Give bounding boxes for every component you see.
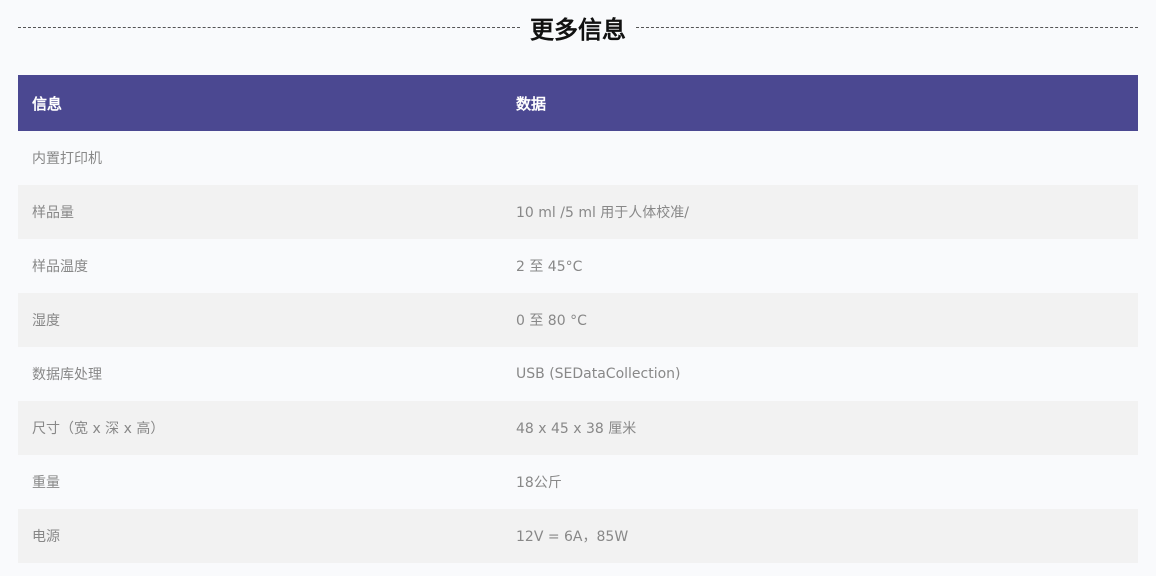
info-cell: 湿度 [32,313,60,329]
table-row: 样品温度 2 至 45°C [18,239,1138,293]
data-cell: 18公斤 [516,475,562,491]
table-row: 湿度 0 至 80 °C [18,293,1138,347]
data-cell: 10 ml /5 ml 用于人体校准/ [516,205,690,221]
section-header: 更多信息 [18,10,1138,44]
data-cell: 0 至 80 °C [516,313,587,329]
data-cell: 2 至 45°C [516,259,583,275]
divider-right [636,26,1138,28]
section-title: 更多信息 [530,15,626,44]
table-row: 电源 12V = 6A，85W [18,509,1138,563]
table-header: 信息 数据 [18,75,1138,131]
table-row: 重量 18公斤 [18,455,1138,509]
info-cell: 数据库处理 [32,367,102,383]
column-header-info: 信息 [32,94,63,113]
info-cell: 样品量 [32,205,74,221]
info-table: 信息 数据 内置打印机样品量 10 ml /5 ml 用于人体校准/样品温度 2 至… [18,75,1138,563]
info-cell: 电源 [32,529,60,545]
table-row: 内置打印机 [18,131,1138,185]
table-row: 数据库处理 USB (SEDataCollection) [18,347,1138,401]
info-cell: 重量 [32,475,60,491]
info-cell: 内置打印机 [32,151,102,167]
data-cell: USB (SEDataCollection) [516,366,681,382]
column-header-data: 数据 [516,94,547,113]
data-cell: 12V = 6A，85W [516,529,629,545]
info-cell: 尺寸（宽 x 深 x 高） [32,421,165,437]
divider-left [18,26,520,28]
info-cell: 样品温度 [32,259,88,275]
data-cell: 48 x 45 x 38 厘米 [516,421,637,437]
table-row: 尺寸（宽 x 深 x 高） 48 x 45 x 38 厘米 [18,401,1138,455]
table-row: 样品量 10 ml /5 ml 用于人体校准/ [18,185,1138,239]
